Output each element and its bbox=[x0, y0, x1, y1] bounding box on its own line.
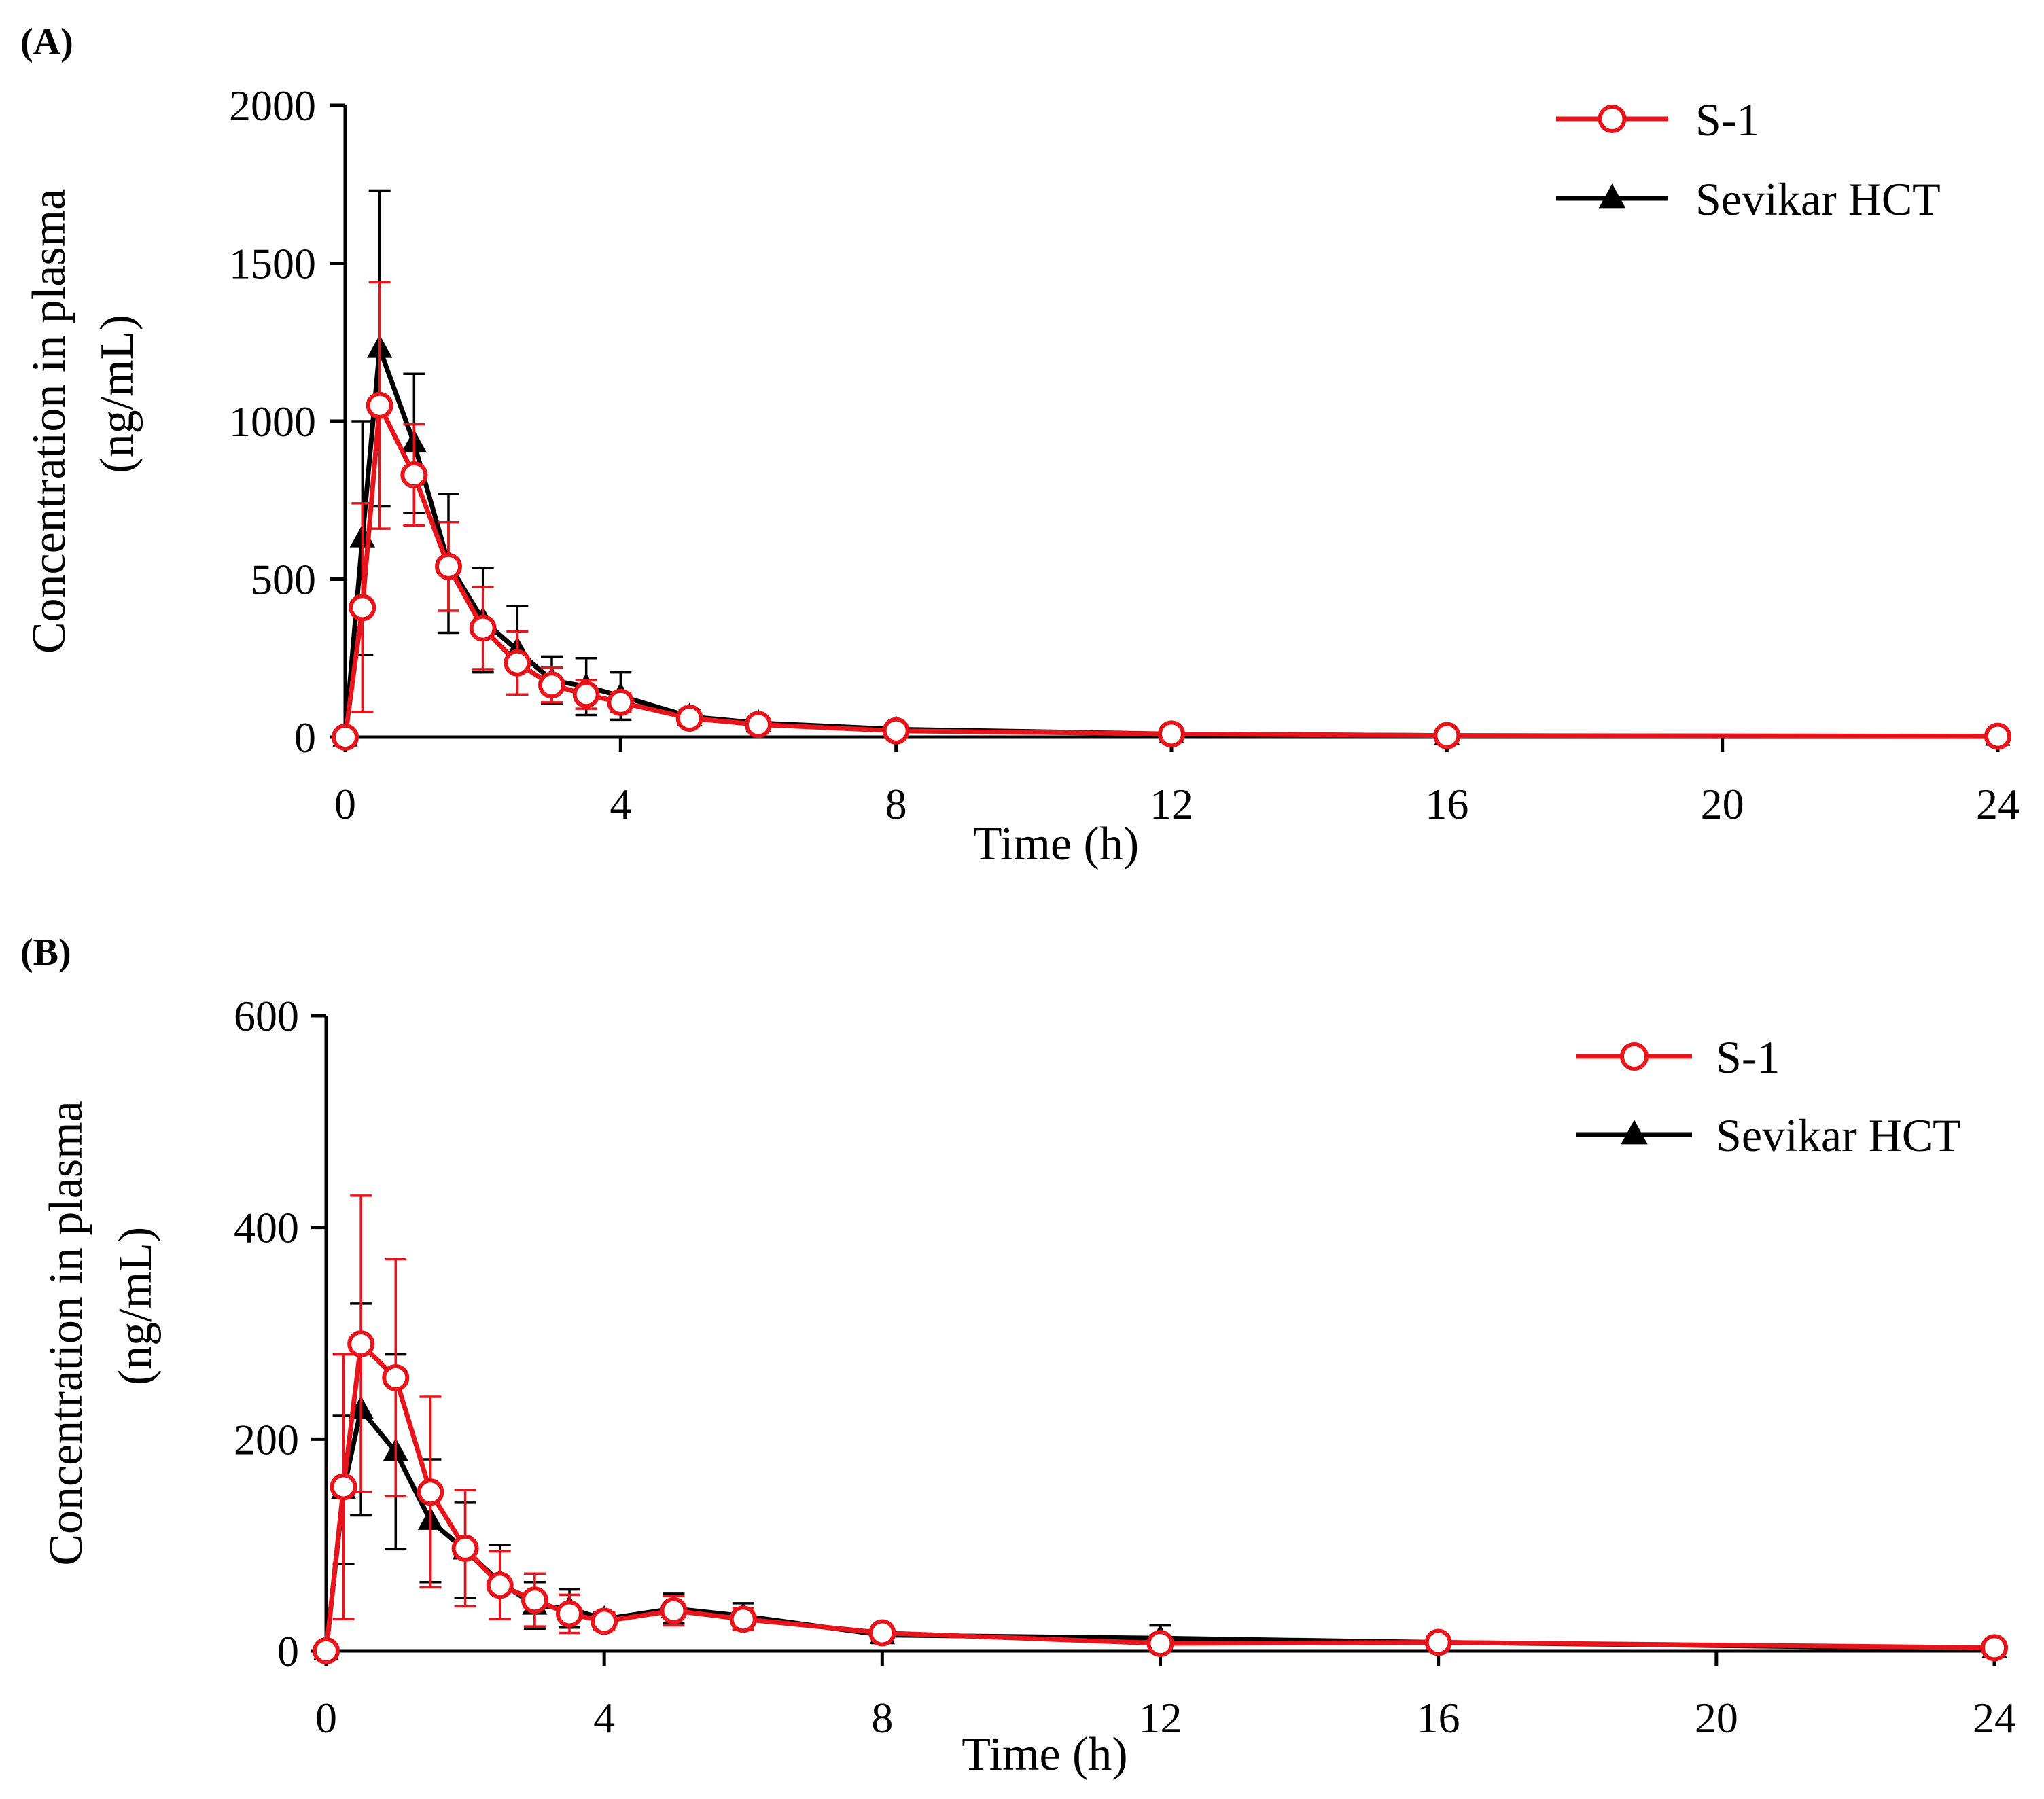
data-point bbox=[607, 688, 635, 716]
x-tick-label: 20 bbox=[1701, 780, 1744, 828]
x-axis-title: Time (h) bbox=[973, 818, 1139, 870]
y-tick-label: 200 bbox=[234, 1415, 299, 1463]
legend-marker bbox=[1621, 1120, 1648, 1145]
panel-label: (A) bbox=[20, 21, 73, 63]
legend-marker bbox=[1598, 183, 1626, 209]
y-tick-label: 0 bbox=[294, 713, 316, 762]
data-point bbox=[349, 594, 376, 622]
series-line bbox=[342, 346, 1998, 739]
data-point bbox=[521, 1586, 548, 1614]
data-point bbox=[538, 671, 565, 699]
x-tick-label: 8 bbox=[885, 780, 907, 828]
x-tick-label: 12 bbox=[1139, 1694, 1182, 1742]
data-point bbox=[451, 1534, 479, 1562]
data-point bbox=[486, 1571, 514, 1599]
data-point bbox=[469, 614, 497, 642]
data-point bbox=[1981, 1634, 2008, 1662]
data-point bbox=[313, 1637, 340, 1664]
data-point bbox=[1158, 720, 1185, 748]
series-sevikar-hct bbox=[332, 189, 2011, 747]
legend-marker bbox=[1620, 1042, 1649, 1071]
data-point bbox=[347, 1330, 375, 1358]
series-line bbox=[323, 1341, 1995, 1652]
x-axis-title: Time (h) bbox=[962, 1728, 1127, 1781]
y-axis-title: Concentration in plasma bbox=[40, 1101, 92, 1565]
data-point bbox=[366, 391, 393, 419]
series-s1 bbox=[313, 1194, 2008, 1664]
data-point bbox=[882, 717, 910, 745]
legend-label: S-1 bbox=[1695, 94, 1759, 145]
data-point bbox=[729, 1605, 757, 1633]
data-point bbox=[504, 649, 531, 677]
panel-label: (B) bbox=[20, 931, 71, 974]
data-point bbox=[400, 461, 428, 489]
data-point bbox=[435, 552, 462, 580]
series-line bbox=[342, 403, 1998, 739]
data-point bbox=[1433, 722, 1461, 749]
data-point bbox=[572, 681, 600, 709]
x-tick-label: 24 bbox=[1973, 1694, 2016, 1742]
data-point bbox=[332, 724, 359, 751]
chart-panel-a: (A) 0 500 1000 1500 2000 0 4 8 12 16 20 24 Time (h) Co… bbox=[20, 21, 2020, 870]
x-tick-label: 4 bbox=[610, 780, 631, 828]
data-point bbox=[1984, 722, 2011, 750]
legend-label: S-1 bbox=[1716, 1031, 1780, 1083]
y-axis-title-units: (ng/mL) bbox=[91, 315, 143, 473]
x-tick-label: 4 bbox=[593, 1694, 615, 1742]
legend-label: Sevikar HCT bbox=[1716, 1109, 1961, 1161]
data-point bbox=[745, 711, 772, 738]
y-axis-title-units: (ng/mL) bbox=[109, 1227, 162, 1385]
y-tick-label: 600 bbox=[234, 992, 299, 1040]
y-tick-label: 500 bbox=[251, 556, 316, 604]
data-point bbox=[591, 1607, 618, 1635]
chart-panel-b: (B) 0 200 400 600 0 4 8 12 16 20 24 Time (h) Concentr… bbox=[20, 931, 2016, 1781]
legend-marker bbox=[1598, 105, 1627, 133]
data-point bbox=[330, 1473, 357, 1501]
x-tick-label: 16 bbox=[1417, 1694, 1460, 1742]
x-tick-label: 12 bbox=[1150, 780, 1193, 828]
legend: S-1 Sevikar HCT bbox=[1576, 1031, 1961, 1161]
data-point bbox=[556, 1600, 584, 1628]
data-point bbox=[868, 1619, 896, 1647]
data-point bbox=[660, 1597, 688, 1624]
data-point bbox=[675, 705, 703, 732]
y-axis-title: Concentration in plasma bbox=[23, 189, 75, 654]
data-point bbox=[1146, 1630, 1174, 1658]
legend-label: Sevikar HCT bbox=[1695, 173, 1941, 225]
x-tick-label: 16 bbox=[1425, 780, 1468, 828]
y-tick-label: 2000 bbox=[229, 82, 316, 130]
y-tick-label: 0 bbox=[277, 1627, 299, 1675]
x-tick-label: 0 bbox=[315, 1694, 337, 1742]
x-tick-label: 20 bbox=[1695, 1694, 1738, 1742]
y-tick-label: 1000 bbox=[229, 397, 316, 446]
data-point bbox=[1424, 1628, 1452, 1656]
x-tick-label: 8 bbox=[871, 1694, 893, 1742]
x-tick-label: 0 bbox=[334, 780, 356, 828]
data-point bbox=[417, 1478, 444, 1506]
y-tick-label: 1500 bbox=[229, 240, 316, 288]
x-tick-label: 24 bbox=[1976, 780, 2020, 828]
data-point bbox=[382, 1364, 410, 1391]
y-tick-label: 400 bbox=[234, 1204, 299, 1252]
legend: S-1 Sevikar HCT bbox=[1556, 94, 1941, 225]
series-s1 bbox=[332, 281, 2011, 751]
